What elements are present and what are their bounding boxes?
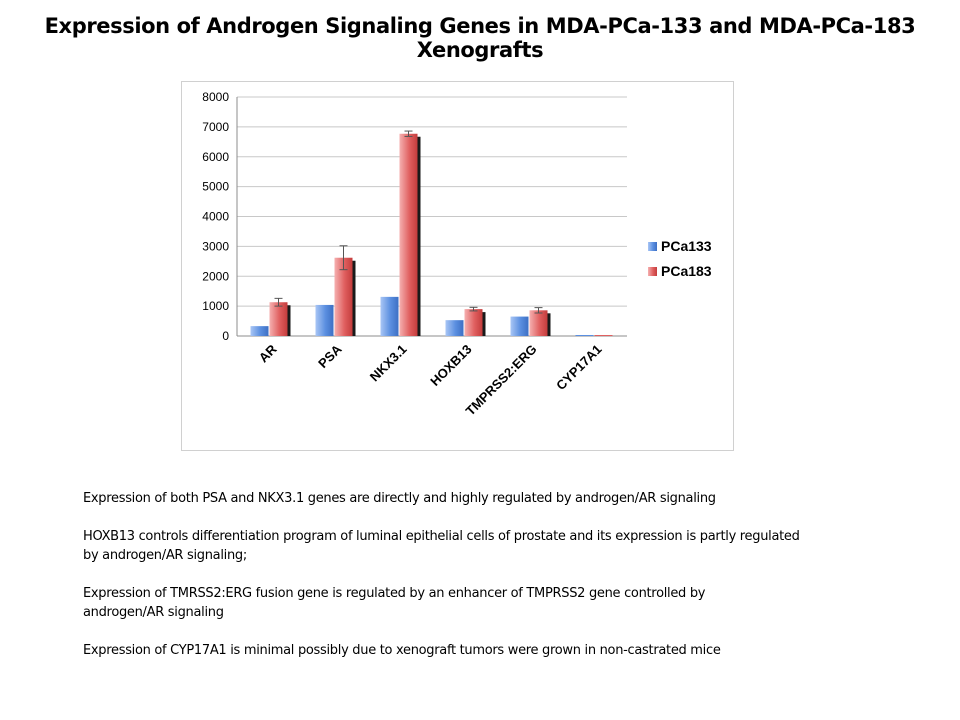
slide-title: Expression of Androgen Signaling Genes i…	[44, 14, 916, 62]
bar-pca183-hoxb13	[464, 309, 483, 336]
chart-area: 0 1000 2000 3000 4000 5000 6000 7000 8000 Relativ…	[181, 81, 734, 451]
bar-pca133-hoxb13	[445, 320, 464, 336]
bar-shadow	[547, 313, 551, 336]
legend-swatch-pca133	[648, 242, 657, 251]
bar-pca183-psa	[334, 257, 353, 336]
y-tick-label: 6000	[202, 150, 229, 164]
bar-pca133-psa	[315, 304, 334, 336]
bar-pca133-nkx3-1	[380, 296, 399, 336]
y-tick-label: 3000	[202, 239, 229, 253]
x-tick-label: AR	[256, 341, 280, 365]
bar-chart: 0 1000 2000 3000 4000 5000 6000 7000 8000 Relativ…	[182, 90, 712, 419]
note-hoxb13: HOXB13 controls differentiation program …	[83, 529, 800, 563]
y-tick-label: 4000	[202, 210, 229, 224]
y-tick-label: 7000	[202, 120, 229, 134]
bar-pca133-tmprss2-erg	[510, 316, 529, 336]
y-tick-label: 5000	[202, 180, 229, 194]
bar-pca133-ar	[250, 326, 269, 336]
x-tick-label: NKX3.1	[367, 342, 410, 385]
x-tick-label: HOXB13	[427, 342, 474, 389]
x-tick-label: TMPRSS2:ERG	[463, 342, 540, 419]
bar-pca183-cyp17a1	[594, 335, 613, 336]
y-tick-label: 8000	[202, 90, 229, 104]
notes: Expression of both PSA and NKX3.1 genes …	[83, 489, 883, 679]
bar-shadow	[287, 305, 291, 336]
bar-pca183-nkx3-1	[399, 133, 418, 336]
y-tick-label: 2000	[202, 269, 229, 283]
y-tick-label: 1000	[202, 299, 229, 313]
legend-label-pca183: PCa183	[661, 263, 712, 279]
note-tmprss2-erg: Expression of TMRSS2:ERG fusion gene is …	[83, 586, 706, 620]
bar-pca183-tmprss2-erg	[529, 310, 548, 336]
bar-pca183-ar	[269, 302, 288, 336]
bar-shadow	[352, 260, 356, 336]
bar-shadow	[482, 312, 486, 336]
legend-label-pca133: PCa133	[661, 238, 712, 254]
note-cyp17a1: Expression of CYP17A1 is minimal possibl…	[83, 643, 721, 658]
bar-pca133-cyp17a1	[575, 335, 594, 336]
y-axis-label: Relative mRNA level	[182, 148, 184, 285]
note-psa-nkx31: Expression of both PSA and NKX3.1 genes …	[83, 491, 716, 506]
x-tick-label: CYP17A1	[553, 342, 604, 393]
bar-shadow	[417, 136, 421, 336]
legend-swatch-pca183	[648, 267, 657, 276]
y-tick-label: 0	[222, 329, 229, 343]
x-tick-label: PSA	[315, 341, 345, 371]
